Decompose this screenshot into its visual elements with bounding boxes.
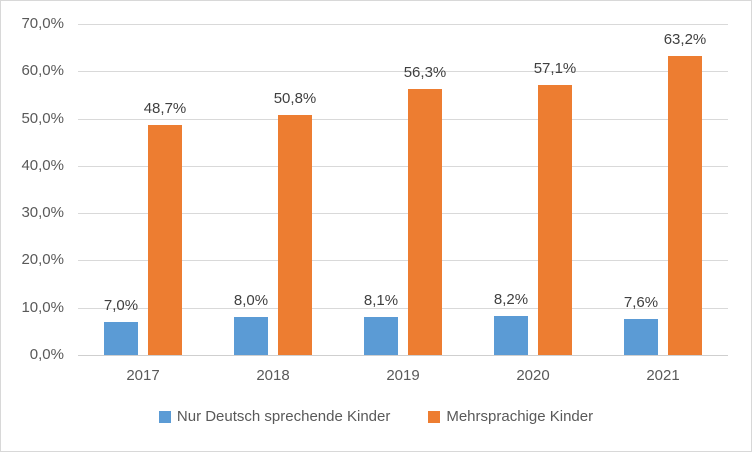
data-label: 8,0%: [233, 292, 269, 309]
legend-series-label: Nur Deutsch sprechende Kinder: [176, 408, 391, 425]
x-axis-tick-label: 2020: [516, 367, 550, 384]
bar-orange-2020: [538, 85, 572, 355]
data-label: 7,0%: [103, 297, 139, 314]
y-axis-tick-label: 60,0%: [21, 62, 64, 79]
data-label: 48,7%: [143, 100, 187, 117]
gridline: [78, 119, 728, 120]
bar-blue-2019: [364, 317, 398, 355]
bar-blue-2021: [624, 319, 658, 355]
y-axis-tick-label: 10,0%: [21, 299, 64, 316]
y-axis-tick-label: 0,0%: [29, 346, 64, 363]
y-axis-tick-label: 40,0%: [21, 157, 64, 174]
bar-orange-2017: [148, 125, 182, 355]
data-label: 50,8%: [273, 90, 317, 107]
gridline: [78, 260, 728, 261]
x-axis-tick-label: 2018: [256, 367, 290, 384]
data-label: 57,1%: [533, 60, 577, 77]
x-axis-tick-label: 2019: [386, 367, 420, 384]
data-label: 8,2%: [493, 291, 529, 308]
legend-series-label: Mehrsprachige Kinder: [446, 408, 594, 425]
y-axis-tick-label: 70,0%: [21, 15, 64, 32]
y-axis-tick-label: 20,0%: [21, 251, 64, 268]
bar-blue-2017: [104, 322, 138, 355]
y-axis-tick-label: 50,0%: [21, 110, 64, 127]
gridline: [78, 308, 728, 309]
bar-blue-2020: [494, 316, 528, 355]
legend-item: Mehrsprachige Kinder: [428, 408, 593, 425]
bar-blue-2018: [234, 317, 268, 355]
gridline: [78, 24, 728, 25]
legend-swatch-icon: [158, 410, 171, 423]
bar-orange-2021: [668, 56, 702, 355]
bar-orange-2018: [278, 115, 312, 355]
data-label: 8,1%: [363, 292, 399, 309]
data-label: 56,3%: [403, 64, 447, 81]
gridline: [78, 213, 728, 214]
gridline: [78, 71, 728, 72]
x-axis-line: [78, 355, 728, 356]
legend-item: Nur Deutsch sprechende Kinder: [158, 408, 391, 425]
bar-orange-2019: [408, 89, 442, 355]
legend-swatch-icon: [428, 410, 441, 423]
y-axis-tick-label: 30,0%: [21, 204, 64, 221]
data-label: 7,6%: [623, 294, 659, 311]
x-axis-tick-label: 2017: [126, 367, 160, 384]
x-axis-tick-label: 2021: [646, 367, 680, 384]
gridline: [78, 166, 728, 167]
data-label: 63,2%: [663, 31, 707, 48]
chart-legend: Nur Deutsch sprechende Kinder Mehrsprachi…: [1, 408, 751, 425]
